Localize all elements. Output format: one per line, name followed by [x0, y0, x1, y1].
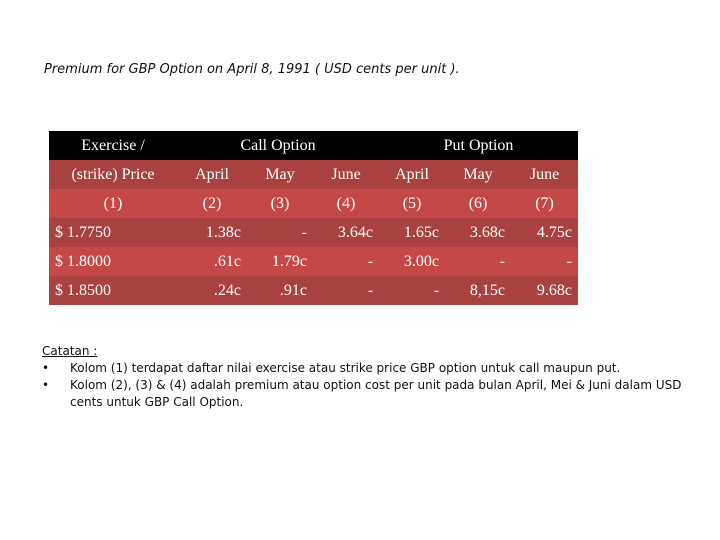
call-june-header: June [313, 160, 380, 189]
bullet-icon: • [42, 361, 50, 375]
premium-cell: 9.68c [511, 276, 579, 305]
column-number: (5) [379, 189, 446, 218]
premium-cell: 4.75c [511, 218, 579, 247]
column-number: (2) [177, 189, 247, 218]
premium-cell: - [445, 247, 512, 276]
put-april-header: April [379, 160, 446, 189]
table-subheader-row: (strike) Price April May June April May … [49, 160, 579, 189]
table-header-row: Exercise / Call Option Put Option [49, 131, 579, 160]
notes-section: Catatan : • Kolom (1) terdapat daftar ni… [42, 343, 702, 411]
premium-cell: - [247, 218, 313, 247]
option-premium-table: Exercise / Call Option Put Option (strik… [49, 131, 579, 305]
note-item: • Kolom (2), (3) & (4) adalah premium at… [42, 377, 702, 411]
premium-cell: - [313, 276, 380, 305]
strike-price-header: (strike) Price [49, 160, 177, 189]
premium-cell: - [511, 247, 579, 276]
premium-cell: 1.79c [247, 247, 313, 276]
note-text: Kolom (1) terdapat daftar nilai exercise… [70, 361, 621, 375]
page-title: Premium for GBP Option on April 8, 1991 … [44, 62, 460, 77]
put-june-header: June [511, 160, 579, 189]
call-april-header: April [177, 160, 247, 189]
notes-title: Catatan : [42, 344, 98, 358]
premium-cell: - [313, 247, 380, 276]
note-item: • Kolom (1) terdapat daftar nilai exerci… [42, 360, 702, 377]
call-may-header: May [247, 160, 313, 189]
premium-cell: 1.65c [379, 218, 446, 247]
put-may-header: May [445, 160, 512, 189]
strike-price-cell: $ 1.8000 [49, 247, 177, 276]
strike-price-cell: $ 1.7750 [49, 218, 177, 247]
premium-cell: .91c [247, 276, 313, 305]
premium-cell: 8,15c [445, 276, 512, 305]
premium-cell: .61c [177, 247, 247, 276]
premium-cell: .24c [177, 276, 247, 305]
premium-cell: 3.68c [445, 218, 512, 247]
strike-price-cell: $ 1.8500 [49, 276, 177, 305]
column-number: (3) [247, 189, 313, 218]
column-number: (6) [445, 189, 512, 218]
put-option-header: Put Option [379, 131, 579, 160]
premium-cell: 1.38c [177, 218, 247, 247]
table-row: $ 1.7750 1.38c - 3.64c 1.65c 3.68c 4.75c [49, 218, 579, 247]
note-text: Kolom (2), (3) & (4) adalah premium atau… [70, 378, 682, 409]
column-number: (7) [511, 189, 579, 218]
table-row: $ 1.8500 .24c .91c - - 8,15c 9.68c [49, 276, 579, 305]
premium-cell: 3.64c [313, 218, 380, 247]
premium-cell: - [379, 276, 446, 305]
premium-cell: 3.00c [379, 247, 446, 276]
column-number: (1) [49, 189, 177, 218]
exercise-header: Exercise / [49, 131, 177, 160]
call-option-header: Call Option [177, 131, 380, 160]
column-number: (4) [313, 189, 380, 218]
bullet-icon: • [42, 378, 50, 392]
column-number-row: (1) (2) (3) (4) (5) (6) (7) [49, 189, 579, 218]
table-row: $ 1.8000 .61c 1.79c - 3.00c - - [49, 247, 579, 276]
